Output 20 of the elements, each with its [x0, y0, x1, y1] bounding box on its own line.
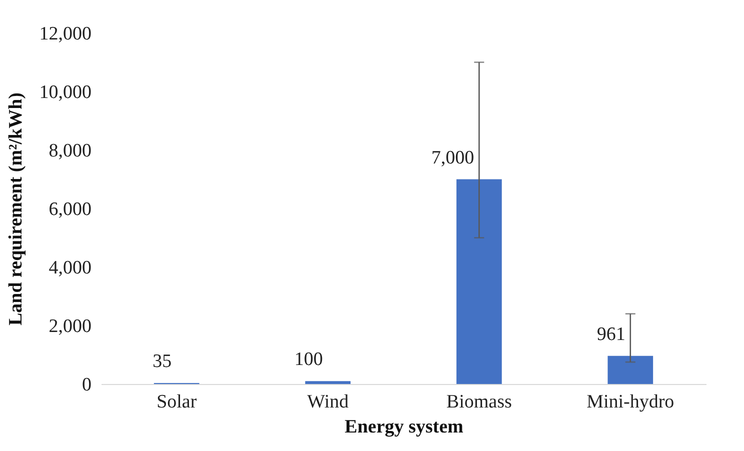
x-tick-label: Wind — [307, 392, 350, 412]
x-tick-label: Biomass — [446, 392, 512, 412]
y-axis-title: Land requirement (m²/kWh) — [5, 92, 26, 326]
y-tick-label: 10,000 — [39, 82, 92, 103]
x-tick-label: Mini-hydro — [586, 392, 674, 412]
bar — [305, 381, 351, 384]
y-tick-label: 4,000 — [48, 258, 92, 278]
x-axis-title: Energy system — [344, 416, 464, 438]
data-label: 961 — [596, 324, 626, 345]
y-tick-label: 6,000 — [48, 199, 92, 220]
y-tick-label: 12,000 — [39, 24, 92, 44]
y-tick-label: 8,000 — [48, 140, 92, 162]
y-tick-label: 2,000 — [48, 316, 92, 337]
y-tick-label: 0 — [82, 374, 92, 396]
data-label: 100 — [294, 349, 323, 370]
bar — [456, 179, 502, 384]
data-label: 7,000 — [431, 147, 474, 168]
x-tick-label: Solar — [156, 392, 198, 412]
bar — [608, 356, 654, 384]
data-label: 35 — [152, 350, 172, 372]
